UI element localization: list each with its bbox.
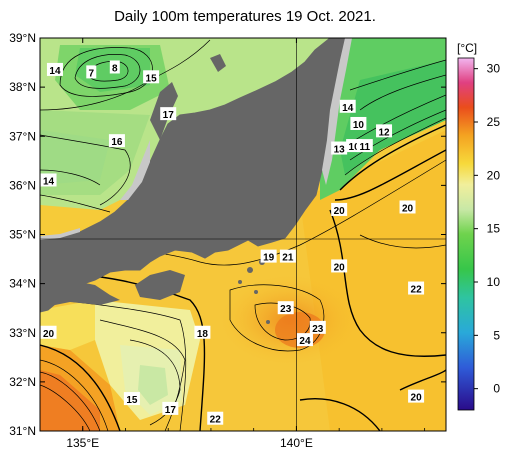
contour-label: 17 — [163, 110, 175, 121]
colorbar-tick-label: 10 — [487, 275, 501, 289]
contour-label-bg — [331, 259, 348, 273]
contour-label: 21 — [282, 253, 294, 264]
contour-label: 19 — [263, 253, 275, 264]
contour-label-bg — [279, 249, 296, 263]
lat-tick-label: 35°N — [9, 228, 36, 242]
contour-label-bg — [408, 389, 425, 403]
contour-label: 23 — [312, 324, 324, 335]
contour-label-bg — [331, 202, 348, 216]
contour-label-bg — [331, 141, 348, 155]
contour-label-bg — [207, 411, 224, 425]
contour-label-bg — [399, 200, 416, 214]
contour-label: 10 — [349, 142, 361, 153]
contour-label-bg — [40, 325, 57, 339]
contour-label-bg — [123, 392, 140, 406]
lat-tick-label: 31°N — [9, 424, 36, 438]
contour-label: 22 — [210, 415, 222, 426]
latitude-ticks: 39°N 38°N 37°N 36°N 35°N 34°N 33°N 32°N 31°N — [9, 31, 446, 438]
contour-label-bg — [194, 325, 211, 339]
colorbar-tick-label: 20 — [487, 168, 501, 182]
contour-label-bg — [108, 134, 125, 148]
colorbar-tick-label: 15 — [487, 222, 501, 236]
colorbar: [°C] 30 25 20 15 10 5 0 — [457, 41, 500, 411]
lon-tick-label: 140°E — [280, 436, 313, 450]
colorbar-scale — [457, 57, 475, 411]
contour-label-bg — [356, 139, 373, 153]
contour-label: 14 — [49, 66, 61, 77]
colorbar-tick-label: 30 — [487, 62, 501, 76]
colorbar-tick-label: 5 — [493, 328, 500, 342]
contour-label: 15 — [146, 73, 158, 84]
contour-label: 23 — [280, 304, 292, 315]
contour-label: 14 — [342, 103, 354, 114]
lat-tick-label: 34°N — [9, 277, 36, 291]
contour-label: 11 — [360, 142, 371, 153]
lat-tick-label: 38°N — [9, 80, 36, 94]
contour-label-bg — [160, 107, 177, 121]
contour-label: 20 — [43, 329, 55, 340]
colorbar-unit: [°C] — [457, 41, 477, 55]
contour-label-bg — [40, 173, 57, 187]
lat-tick-label: 37°N — [9, 129, 36, 143]
contour-label: 8 — [112, 63, 118, 74]
contour-label-bg — [277, 301, 294, 315]
land-mass — [40, 38, 346, 324]
contour-label: 20 — [411, 393, 423, 404]
contour-label-bg — [109, 60, 120, 74]
contour-label: 12 — [378, 127, 390, 138]
contour-label-bg — [339, 99, 356, 113]
contour-label: 15 — [126, 395, 138, 406]
lon-tick-label: 135°E — [66, 436, 99, 450]
contour-label-bg — [260, 249, 277, 263]
colorbar-tick-label: 25 — [487, 115, 501, 129]
contour-label: 7 — [89, 68, 95, 79]
contour-label-bg — [86, 65, 97, 79]
colorbar-ticks: 30 25 20 15 10 5 0 — [474, 62, 500, 396]
lat-tick-label: 36°N — [9, 178, 36, 192]
contour-label-bg — [309, 320, 326, 334]
shelf-areas — [40, 38, 352, 240]
contour-label: 20 — [334, 206, 346, 217]
contour-label: 17 — [165, 405, 177, 416]
contour-label: 14 — [43, 176, 55, 187]
contour-label: 16 — [111, 137, 123, 148]
contour-label-bg — [162, 401, 179, 415]
contour-label: 24 — [299, 336, 311, 347]
lat-tick-label: 39°N — [9, 31, 36, 45]
contour-label-bg — [143, 70, 160, 84]
contour-label-bg — [46, 62, 63, 76]
colorbar-tick-label: 0 — [493, 382, 500, 396]
contour-label-bg — [376, 124, 393, 138]
contour-label-bg — [350, 116, 367, 130]
lat-tick-label: 33°N — [9, 326, 36, 340]
lat-tick-label: 32°N — [9, 375, 36, 389]
contour-label: 20 — [402, 203, 414, 214]
contour-label-bg — [296, 333, 313, 347]
contour-label: 18 — [197, 329, 209, 340]
contour-label: 22 — [411, 285, 423, 296]
contour-label: 20 — [334, 262, 346, 273]
contour-label-bg — [408, 281, 425, 295]
contour-label: 10 — [353, 120, 365, 131]
map-title: Daily 100m temperatures 19 Oct. 2021. — [114, 8, 376, 25]
longitude-ticks: 135°E 140°E — [39, 38, 426, 450]
contour-label: 13 — [334, 145, 346, 156]
